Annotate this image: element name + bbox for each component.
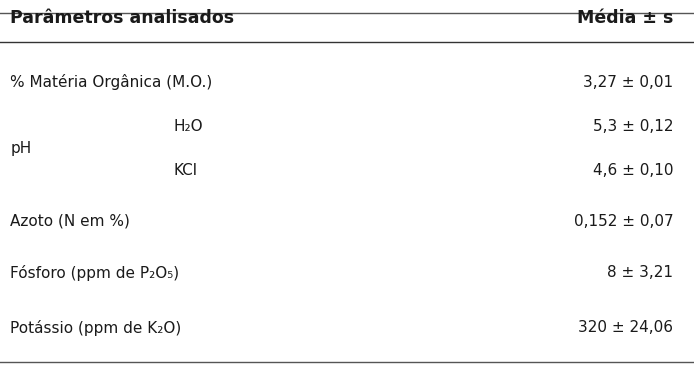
Text: Potássio (ppm de K₂O): Potássio (ppm de K₂O) xyxy=(10,320,182,336)
Text: 8 ± 3,21: 8 ± 3,21 xyxy=(607,265,673,280)
Text: Azoto (N em %): Azoto (N em %) xyxy=(10,214,130,229)
Text: KCl: KCl xyxy=(174,163,198,178)
Text: 0,152 ± 0,07: 0,152 ± 0,07 xyxy=(573,214,673,229)
Text: pH: pH xyxy=(10,141,32,156)
Text: 320 ± 24,06: 320 ± 24,06 xyxy=(578,320,673,335)
Text: 3,27 ± 0,01: 3,27 ± 0,01 xyxy=(583,75,673,90)
Text: H₂O: H₂O xyxy=(174,119,203,134)
Text: Média ± s: Média ± s xyxy=(577,9,673,27)
Text: % Matéria Orgânica (M.O.): % Matéria Orgânica (M.O.) xyxy=(10,74,212,90)
Text: Fósforo (ppm de P₂O₅): Fósforo (ppm de P₂O₅) xyxy=(10,265,180,281)
Text: 4,6 ± 0,10: 4,6 ± 0,10 xyxy=(593,163,673,178)
Text: Parâmetros analisados: Parâmetros analisados xyxy=(10,9,235,27)
Text: 5,3 ± 0,12: 5,3 ± 0,12 xyxy=(593,119,673,134)
